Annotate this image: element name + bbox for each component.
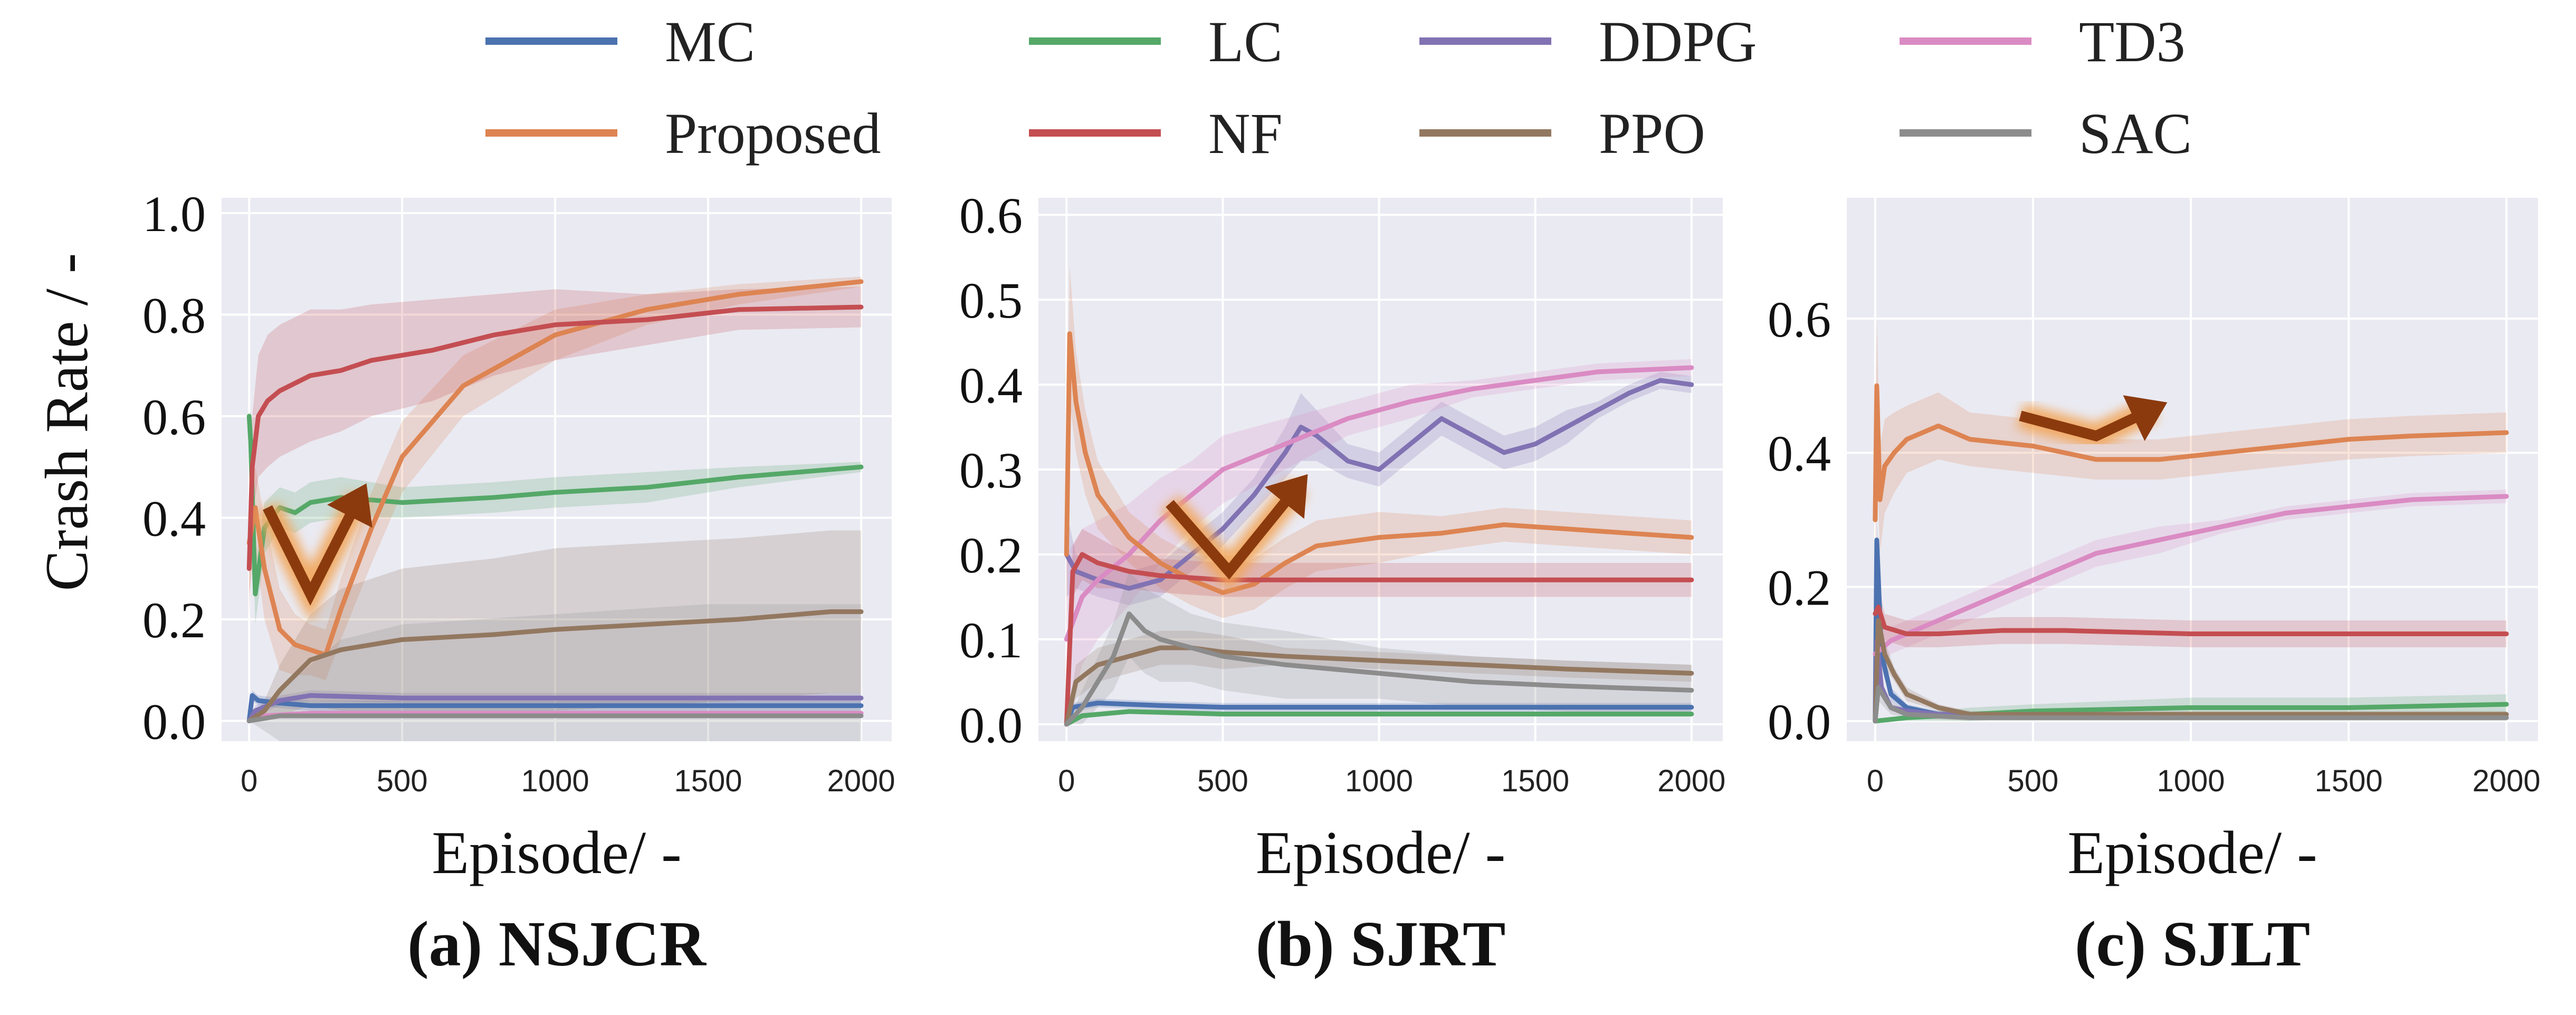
series-line-nf xyxy=(246,304,864,571)
y-tick-label: 0.0 xyxy=(959,697,1023,753)
y-tick-label: 0.2 xyxy=(142,592,206,648)
x-axis-label: Episode/ - xyxy=(2067,819,2317,887)
legend-item-ddpg: DDPG xyxy=(1419,9,1757,74)
band-ppo xyxy=(249,530,862,721)
y-tick-label: 0.6 xyxy=(959,187,1023,244)
series-line-mc xyxy=(1064,701,1694,727)
series-line-ppo xyxy=(1873,618,2509,724)
x-tick-label: 2000 xyxy=(827,764,895,798)
legend-label: NF xyxy=(1208,101,1283,166)
series-line-ppo xyxy=(246,609,864,723)
panel-caption: (c) SJLT xyxy=(2075,908,2310,980)
series-line-sac xyxy=(246,713,864,723)
panel-caption: (a) NSJCR xyxy=(407,908,707,980)
panel-2: 0 500 1000 1500 2000 0.0 0.1 0.2 0.3 0.4 0.5 0.6 Epi… xyxy=(959,187,1725,980)
band-proposed xyxy=(249,276,862,681)
x-tick-label: 0 xyxy=(1058,764,1075,798)
legend-item-ppo: PPO xyxy=(1419,101,1705,166)
series-line-lc xyxy=(1064,709,1694,727)
x-axis-label: Episode/ - xyxy=(1256,819,1506,887)
band-nf xyxy=(249,286,862,619)
band-proposed xyxy=(1875,318,2507,621)
y-tick-label: 0.3 xyxy=(959,442,1023,499)
y-tick-label: 0.4 xyxy=(142,490,206,547)
x-tick-label: 1000 xyxy=(1345,764,1413,798)
band-ddpg xyxy=(1066,371,1692,606)
x-tick-label: 1000 xyxy=(2157,764,2225,798)
y-tick-label: 0.6 xyxy=(1768,291,1831,348)
chart-panels: 0 500 1000 1500 2000 0.0 0.2 0.4 0.6 0.8 1.0 Episod… xyxy=(142,186,2541,980)
series-line-ddpg xyxy=(246,693,864,723)
x-tick-label: 500 xyxy=(1197,764,1248,798)
x-tick-label: 1500 xyxy=(674,764,742,798)
series-line-ddpg xyxy=(1064,378,1694,591)
series-line-td3 xyxy=(1064,365,1694,642)
legend-label: PPO xyxy=(1599,101,1705,166)
legend-label: MC xyxy=(665,9,755,74)
series-line-lc xyxy=(246,414,864,597)
y-tick-label: 0.4 xyxy=(959,357,1023,414)
x-tick-label: 1500 xyxy=(2315,764,2383,798)
legend: MC LC DDPG TD3 Proposed NF PPO SAC xyxy=(485,9,2192,166)
y-tick-label: 0.2 xyxy=(1768,560,1831,616)
legend-item-proposed: Proposed xyxy=(485,101,881,166)
legend-label: SAC xyxy=(2079,101,2192,166)
x-tick-label: 500 xyxy=(2008,764,2059,798)
plot-background xyxy=(1847,198,2538,741)
legend-item-sac: SAC xyxy=(1900,101,2192,166)
legend-label: LC xyxy=(1208,9,1283,74)
series-line-td3 xyxy=(246,711,864,723)
series-line-sac xyxy=(1873,685,2509,724)
y-tick-label: 0.4 xyxy=(1768,425,1831,482)
series-line-proposed xyxy=(1064,331,1694,595)
band-td3 xyxy=(1875,490,2507,674)
x-tick-label: 2000 xyxy=(2473,764,2541,798)
band-td3 xyxy=(1066,359,1692,724)
y-tick-label: 0.5 xyxy=(959,272,1023,329)
legend-item-td3: TD3 xyxy=(1900,9,2186,74)
panel-3: 0 500 1000 1500 2000 0.0 0.2 0.4 0.6 Episode/ - (c… xyxy=(1768,198,2541,980)
series-line-nf xyxy=(1064,552,1694,727)
trend-arrow-annotation xyxy=(256,483,373,623)
y-tick-label: 0.2 xyxy=(959,527,1023,583)
series-line-proposed xyxy=(246,279,864,657)
trend-arrow-annotation xyxy=(1160,474,1308,591)
series-line-sac xyxy=(1064,611,1694,727)
x-axis-label: Episode/ - xyxy=(432,819,682,887)
legend-item-lc: LC xyxy=(1029,9,1283,74)
y-tick-label: 0.6 xyxy=(142,389,206,445)
x-tick-label: 1500 xyxy=(1501,764,1569,798)
x-tick-label: 0 xyxy=(1867,764,1884,798)
x-tick-label: 1000 xyxy=(521,764,589,798)
x-tick-label: 2000 xyxy=(1657,764,1725,798)
band-mc xyxy=(249,690,862,726)
legend-label: TD3 xyxy=(2079,9,2186,74)
y-tick-label: 0.0 xyxy=(1768,694,1831,750)
panel-1: 0 500 1000 1500 2000 0.0 0.2 0.4 0.6 0.8 1.0 Episod… xyxy=(142,186,895,980)
legend-item-mc: MC xyxy=(485,9,755,74)
series-line-nf xyxy=(1873,605,2509,637)
y-tick-label: 0.1 xyxy=(959,612,1023,668)
gridlines xyxy=(222,198,892,741)
x-tick-label: 0 xyxy=(241,764,257,798)
trend-arrow-annotation xyxy=(2017,395,2168,449)
series-line-lc xyxy=(1873,702,2509,724)
band-lc xyxy=(249,411,862,625)
y-tick-label: 0.0 xyxy=(142,693,206,750)
series-line-proposed xyxy=(1873,383,2509,522)
series-line-mc xyxy=(246,693,864,723)
legend-item-nf: NF xyxy=(1029,101,1283,166)
legend-label: DDPG xyxy=(1599,9,1757,74)
panel-caption: (b) SJRT xyxy=(1256,908,1506,980)
legend-label: Proposed xyxy=(665,101,881,166)
y-tick-label: 1.0 xyxy=(142,186,206,242)
y-tick-label: 0.8 xyxy=(142,287,206,343)
x-tick-label: 500 xyxy=(377,764,428,798)
y-axis-label: Crash Rate / - xyxy=(33,253,101,591)
